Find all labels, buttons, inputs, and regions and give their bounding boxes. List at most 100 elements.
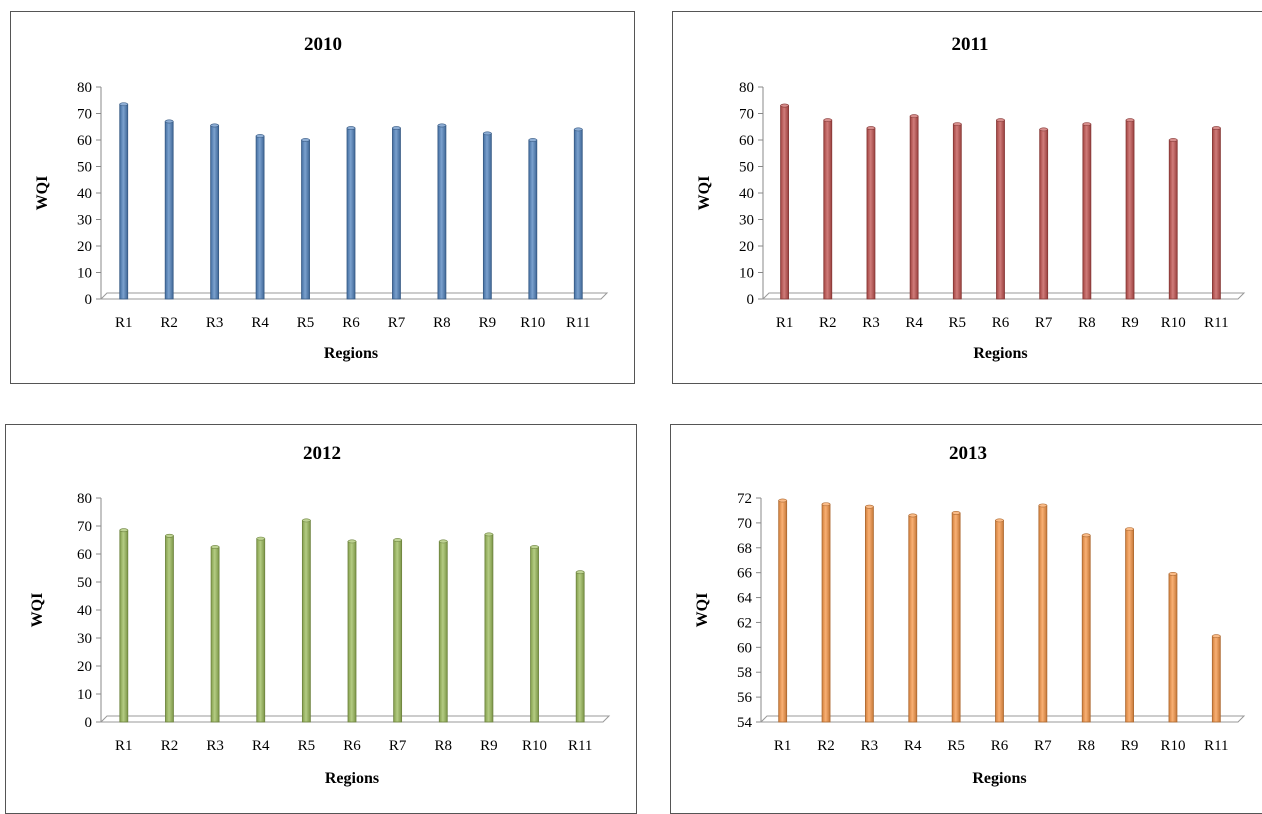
y-axis-title: WQI	[694, 593, 711, 628]
y-tick-label: 60	[77, 133, 92, 149]
bar-R2	[165, 533, 174, 723]
bar-R11	[1211, 634, 1221, 723]
y-tick-label: 58	[737, 665, 752, 681]
bar-R2	[821, 502, 831, 723]
y-tick-label: 40	[739, 186, 754, 202]
bar-R9	[482, 131, 492, 300]
bar-R4	[256, 536, 266, 723]
x-axis-title: Regions	[325, 770, 379, 787]
x-tick-label: R5	[947, 738, 965, 754]
bar-R3	[210, 545, 220, 723]
x-tick-label: R2	[819, 315, 837, 331]
x-axis-title: Regions	[972, 770, 1026, 787]
x-tick-label: R10	[1161, 315, 1186, 331]
bar-chart-2011: 2011 0 10 20 30 40 50 60 70 80 R1 R2 R3 R4 R5 R6 R7 R8 R9 R…	[696, 34, 1246, 362]
bar-R1	[119, 102, 129, 300]
x-tick-label: R10	[520, 315, 545, 331]
y-tick-label: 40	[77, 186, 92, 202]
bar-R5	[951, 511, 961, 723]
x-tick-label: R11	[1204, 315, 1228, 331]
y-tick-label: 60	[77, 547, 92, 563]
y-tick-label: 70	[77, 519, 92, 535]
x-tick-label: R5	[298, 738, 316, 754]
bar-R10	[1168, 572, 1178, 723]
bar-R11	[1212, 126, 1221, 300]
x-tick-label: R3	[206, 738, 224, 754]
x-tick-label: R8	[1077, 738, 1095, 754]
y-tick-label: 20	[77, 239, 92, 255]
bar-R1	[778, 498, 788, 723]
bar-R1	[780, 103, 789, 300]
x-tick-label: R11	[1204, 738, 1228, 754]
bar-R10	[528, 138, 538, 300]
chart-title: 2013	[949, 443, 987, 464]
y-tick-label: 70	[737, 516, 752, 532]
y-tick-label: 50	[739, 160, 754, 176]
bar-R8	[1081, 533, 1091, 723]
bar-R8	[1082, 122, 1092, 300]
bar-R2	[164, 119, 174, 300]
y-tick-label: 68	[737, 541, 752, 557]
y-tick-label: 50	[77, 160, 92, 176]
chart-title: 2010	[304, 34, 342, 55]
x-tick-label: R7	[1034, 738, 1052, 754]
x-tick-label: R4	[905, 315, 923, 331]
x-tick-label: R9	[479, 315, 497, 331]
bar-R2	[823, 118, 833, 300]
bar-R4	[909, 114, 919, 300]
bar-R4	[255, 134, 265, 300]
bar-chart-2013: 2013 54 56 58 60 62 64 66 68 70 72 R1 R2 R3 R4 R5 R6 R7 R8…	[694, 443, 1246, 787]
y-tick-label: 40	[77, 603, 92, 619]
bar-R6	[346, 126, 356, 300]
bar-R6	[996, 118, 1005, 300]
bar-R10	[1168, 138, 1178, 300]
y-axis-title: WQI	[696, 176, 713, 211]
chart-title: 2012	[303, 443, 341, 464]
x-tick-label: R9	[480, 738, 498, 754]
y-tick-label: 50	[77, 575, 92, 591]
y-tick-label: 60	[737, 640, 752, 656]
x-tick-label: R1	[774, 738, 792, 754]
bar-R6	[995, 518, 1004, 723]
bar-R7	[1039, 127, 1049, 300]
bar-R7	[1038, 503, 1048, 723]
bar-R5	[301, 138, 310, 300]
x-tick-label: R8	[433, 315, 451, 331]
bar-R4	[908, 513, 918, 723]
x-tick-label: R2	[161, 738, 179, 754]
y-tick-label: 70	[739, 107, 754, 123]
x-tick-label: R3	[861, 738, 879, 754]
x-tick-label: R6	[342, 315, 360, 331]
y-tick-label: 30	[77, 631, 92, 647]
chart-panel-2010: 2010 0 10 20 30 40 50 60 70 80 R1 R2 R3 R4 R5 R6 R7 R8 R9 R…	[10, 11, 635, 384]
y-tick-label: 30	[739, 213, 754, 229]
y-tick-label: 80	[77, 80, 92, 96]
bar-R11	[573, 127, 583, 300]
y-tick-label: 10	[77, 266, 92, 282]
x-tick-label: R11	[566, 315, 590, 331]
bar-chart-2010: 2010 0 10 20 30 40 50 60 70 80 R1 R2 R3 R4 R5 R6 R7 R8 R9 R…	[34, 34, 609, 362]
y-tick-label: 80	[739, 80, 754, 96]
bar-R3	[866, 126, 876, 300]
bar-chart-2012: 2012 0 10 20 30 40 50 60 70 80 R1 R2 R3 R4 R5 R6 R7 R8 R9 R…	[29, 443, 611, 787]
chart-panel-2012: 2012 0 10 20 30 40 50 60 70 80 R1 R2 R3 R4 R5 R6 R7 R8 R9 R…	[5, 424, 637, 814]
x-tick-label: R10	[522, 738, 547, 754]
bar-R10	[530, 545, 539, 723]
x-tick-label: R1	[115, 738, 133, 754]
bar-R8	[437, 123, 447, 300]
x-tick-label: R4	[251, 315, 269, 331]
x-tick-label: R4	[252, 738, 270, 754]
x-tick-label: R9	[1121, 315, 1139, 331]
x-tick-label: R6	[343, 738, 361, 754]
y-tick-label: 10	[739, 266, 754, 282]
x-axis-title: Regions	[324, 345, 378, 362]
x-tick-label: R7	[1035, 315, 1053, 331]
y-axis-title: WQI	[29, 593, 46, 628]
x-tick-label: R7	[389, 738, 407, 754]
x-tick-label: R1	[776, 315, 794, 331]
bar-R3	[210, 123, 220, 300]
x-tick-label: R8	[435, 738, 453, 754]
bar-R3	[865, 504, 874, 723]
bar-R7	[392, 126, 401, 300]
bar-R5	[952, 122, 962, 300]
